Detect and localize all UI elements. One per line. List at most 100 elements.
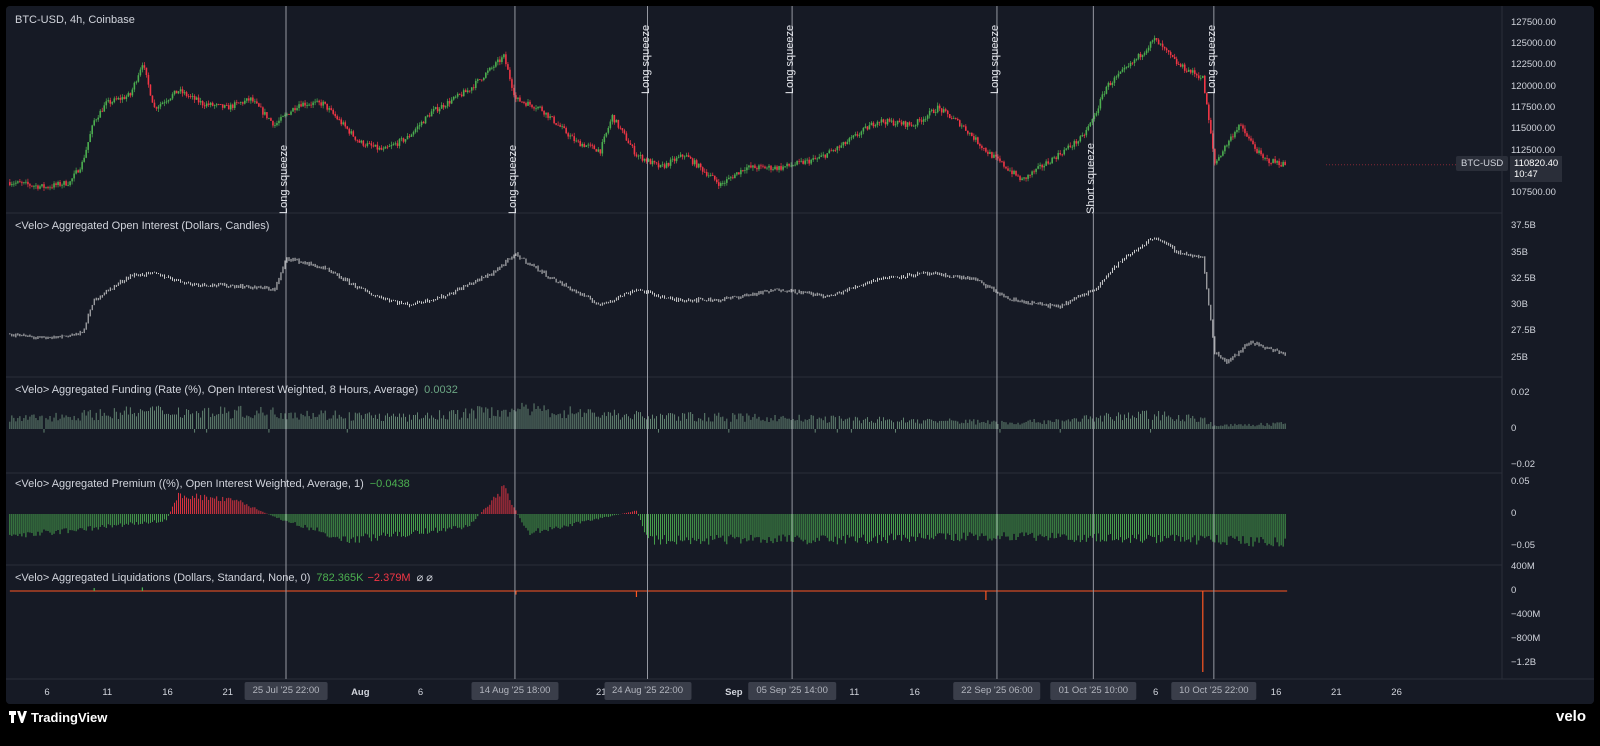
- price-candle: [926, 115, 929, 119]
- price-candle: [758, 165, 760, 170]
- price-candle: [804, 160, 806, 164]
- event-time-label: 05 Sep '25 14:00: [748, 682, 836, 700]
- price-candle: [1039, 164, 1041, 167]
- price-candle: [1159, 43, 1162, 45]
- price-candle: [472, 87, 475, 89]
- price-candle: [340, 119, 343, 125]
- price-candle: [1264, 157, 1266, 159]
- price-candle: [854, 134, 857, 136]
- event-time-label: 10 Oct '25 22:00: [1171, 682, 1257, 700]
- price-candle: [330, 108, 332, 110]
- price-candle: [561, 126, 563, 128]
- time-axis-label: 16: [1270, 687, 1282, 698]
- time-axis-label: 16: [162, 687, 173, 698]
- price-candle: [900, 122, 903, 125]
- price-candle: [794, 164, 796, 166]
- price-candle: [1197, 75, 1200, 79]
- price-candle: [607, 127, 610, 133]
- time-axis-label: 6: [44, 687, 50, 698]
- price-candle: [223, 105, 226, 108]
- price-candle: [258, 103, 260, 107]
- price-candle: [938, 105, 941, 109]
- price-candle: [89, 134, 91, 143]
- price-candle: [1189, 69, 1192, 73]
- price-candle: [262, 107, 264, 115]
- price-candle: [454, 96, 457, 98]
- price-candle: [227, 105, 230, 110]
- price-candle: [29, 184, 31, 186]
- price-candle: [950, 118, 953, 119]
- time-axis-label: 6: [417, 687, 424, 698]
- price-candle: [51, 187, 53, 189]
- price-candle: [973, 136, 975, 140]
- event-time-label: 22 Sep '25 06:00: [953, 682, 1041, 700]
- price-candle: [874, 125, 877, 127]
- price-candle: [87, 142, 89, 150]
- price-candle: [470, 87, 473, 91]
- price-candle: [250, 97, 252, 101]
- price-candle: [390, 145, 393, 147]
- price-candle: [11, 184, 13, 186]
- price-candle: [653, 160, 656, 163]
- price-candle: [1272, 159, 1274, 164]
- price-candle: [687, 155, 690, 158]
- price-candle: [1097, 108, 1100, 114]
- price-candle: [497, 59, 499, 63]
- price-candle: [446, 101, 449, 107]
- price-candle: [81, 161, 83, 170]
- price-candle: [316, 100, 318, 102]
- premium-pane-title[interactable]: <Velo> Aggregated Premium ((%), Open Int…: [15, 478, 410, 490]
- price-candle: [1185, 70, 1188, 72]
- price-candle: [352, 131, 355, 137]
- price-candle: [101, 110, 104, 112]
- liq-pane-title[interactable]: <Velo> Aggregated Liquidations (Dollars,…: [15, 571, 433, 584]
- price-candle: [268, 118, 270, 119]
- price-candle: [404, 139, 407, 142]
- price-candle: [408, 136, 411, 137]
- price-candle: [256, 101, 258, 104]
- symbol-title[interactable]: BTC-USD, 4h, Coinbase: [15, 14, 135, 26]
- price-candle: [109, 100, 112, 104]
- price-candle: [9, 182, 11, 186]
- price-candle: [292, 108, 294, 112]
- price-candle: [1161, 43, 1164, 47]
- price-candle: [691, 158, 694, 165]
- price-candle: [197, 97, 200, 103]
- price-candle: [304, 102, 306, 106]
- price-candle: [842, 142, 845, 146]
- price-candle: [1212, 133, 1214, 149]
- tradingview-logo[interactable]: TradingView: [9, 710, 107, 725]
- price-candle: [175, 90, 178, 94]
- price-candle: [989, 152, 991, 154]
- price-candle: [1003, 161, 1005, 167]
- oi-axis-label: 25B: [1511, 351, 1528, 363]
- price-candle: [1246, 133, 1248, 137]
- oi-pane-title[interactable]: <Velo> Aggregated Open Interest (Dollars…: [15, 220, 269, 232]
- price-candle: [402, 138, 405, 142]
- chart-canvas[interactable]: [6, 6, 1594, 704]
- price-candle: [1147, 47, 1150, 51]
- price-candle: [201, 101, 204, 106]
- price-candle: [452, 96, 455, 100]
- price-candle: [1240, 124, 1242, 126]
- price-candle: [954, 118, 957, 119]
- price-candle: [906, 122, 909, 127]
- price-candle: [376, 144, 379, 150]
- price-candle: [810, 159, 812, 164]
- price-candle: [993, 154, 995, 158]
- price-candle: [573, 136, 575, 142]
- price-candle: [195, 97, 198, 100]
- price-candle: [205, 103, 208, 107]
- price-candle: [246, 98, 248, 101]
- price-candle: [537, 106, 539, 109]
- price-candle: [693, 160, 696, 165]
- price-candle: [963, 125, 965, 127]
- price-candle: [756, 168, 758, 170]
- price-candle: [892, 120, 895, 126]
- price-candle: [1228, 140, 1230, 146]
- funding-pane-title[interactable]: <Velo> Aggregated Funding (Rate (%), Ope…: [15, 384, 458, 396]
- price-candle: [975, 137, 977, 140]
- price-candle: [288, 113, 290, 115]
- funding-axis-label: 0.02: [1511, 387, 1530, 398]
- price-candle: [802, 160, 804, 164]
